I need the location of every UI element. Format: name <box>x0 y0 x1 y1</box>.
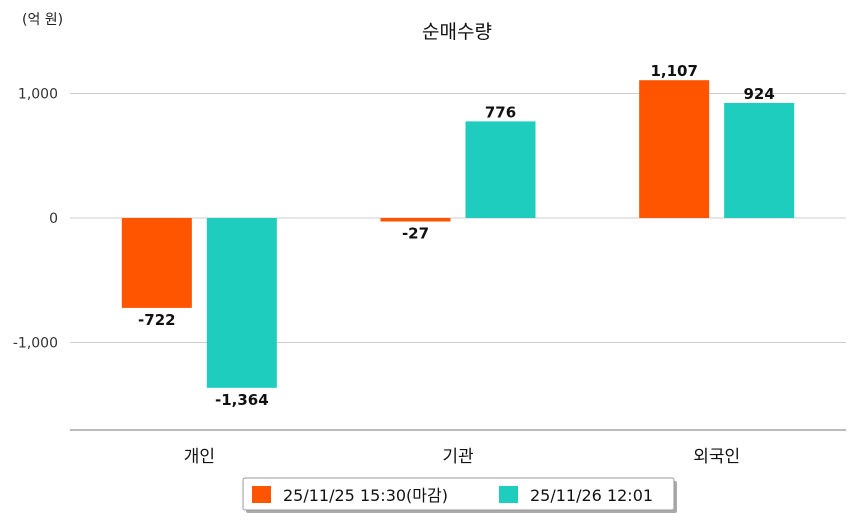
data-label: 1,107 <box>650 62 697 80</box>
legend-swatch <box>252 486 271 503</box>
bar <box>724 102 795 218</box>
gridlines <box>70 93 846 343</box>
bar <box>206 218 277 388</box>
legend-label: 25/11/25 15:30(마감) <box>283 486 448 505</box>
bar <box>380 218 451 222</box>
chart-title: 순매수량 <box>422 21 492 43</box>
y-tick-label: 0 <box>49 211 58 227</box>
bar <box>121 218 192 308</box>
data-label: -27 <box>402 225 429 243</box>
unit-label: (억 원) <box>22 12 63 28</box>
bar <box>639 80 710 218</box>
y-tick-label: 1,000 <box>18 87 58 103</box>
data-label: -1,364 <box>215 391 269 409</box>
x-category-label: 개인 <box>184 447 215 467</box>
data-label: 776 <box>485 103 516 121</box>
y-tick-label: -1,000 <box>13 336 58 352</box>
x-category-label: 외국인 <box>693 447 740 467</box>
x-axis: 개인 기관 외국인 <box>70 429 846 467</box>
legend-label: 25/11/26 12:01 <box>530 486 653 505</box>
legend: 25/11/25 15:30(마감) 25/11/26 12:01 <box>242 477 677 513</box>
legend-box <box>242 477 675 511</box>
y-axis: 1,000 0 -1,000 <box>13 87 58 352</box>
bars: -722 -1,364 -27 776 1,107 924 <box>121 62 795 409</box>
data-label: 924 <box>744 85 775 103</box>
legend-swatch <box>499 486 518 503</box>
x-category-label: 기관 <box>442 447 473 467</box>
bar <box>465 121 536 218</box>
data-label: -722 <box>138 311 176 329</box>
